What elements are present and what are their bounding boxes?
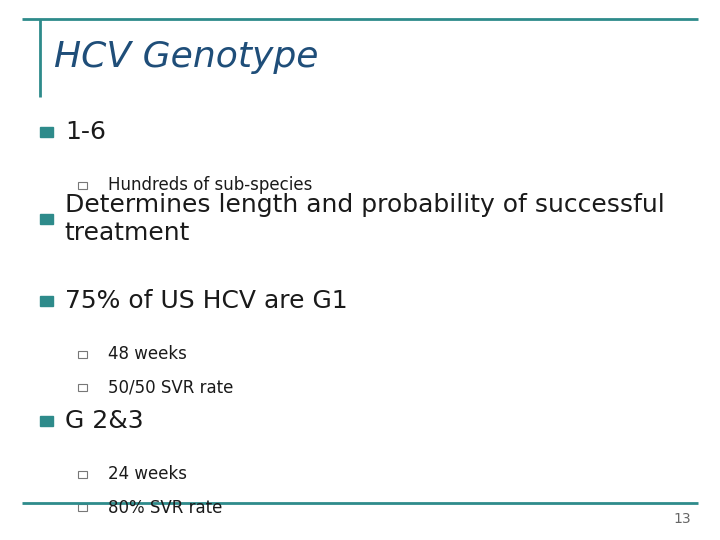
Text: 13: 13 (674, 512, 691, 526)
Bar (40, 214, 53, 224)
Text: 24 weeks: 24 weeks (108, 465, 187, 483)
Bar (40, 416, 53, 426)
Text: 48 weeks: 48 weeks (108, 345, 187, 363)
Text: 75% of US HCV are G1: 75% of US HCV are G1 (65, 289, 348, 313)
Bar (78, 504, 88, 511)
Bar (40, 296, 53, 306)
Text: Determines length and probability of successful
treatment: Determines length and probability of suc… (65, 193, 665, 245)
Text: HCV Genotype: HCV Genotype (54, 40, 318, 73)
Text: 50/50 SVR rate: 50/50 SVR rate (108, 379, 233, 397)
Bar (78, 351, 88, 358)
Bar (78, 181, 88, 188)
Bar (78, 384, 88, 391)
Text: G 2&3: G 2&3 (65, 409, 143, 433)
Text: Hundreds of sub-species: Hundreds of sub-species (108, 176, 312, 194)
Text: 80% SVR rate: 80% SVR rate (108, 498, 222, 517)
Bar (78, 471, 88, 478)
Text: 1-6: 1-6 (65, 120, 106, 144)
Bar (40, 127, 53, 137)
